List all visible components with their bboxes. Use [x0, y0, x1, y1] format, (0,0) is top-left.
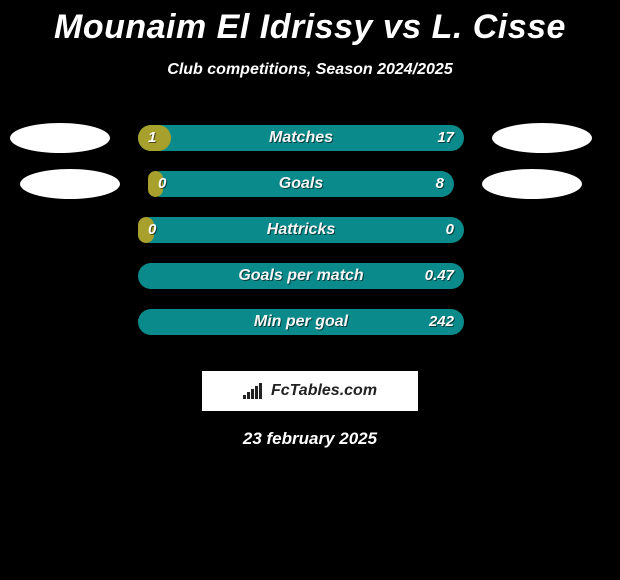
left-value: 0 — [158, 171, 166, 197]
right-avatar-placeholder — [482, 169, 582, 199]
left-avatar-placeholder — [20, 169, 120, 199]
date: 23 february 2025 — [0, 429, 620, 449]
page-title: Mounaim El Idrissy vs L. Cisse — [0, 0, 620, 47]
left-avatar-placeholder — [10, 123, 110, 153]
stat-row: 1 Matches 17 — [0, 115, 620, 161]
left-value: 1 — [148, 125, 156, 151]
stat-label: Min per goal — [254, 309, 348, 335]
bars-icon — [243, 383, 265, 399]
subtitle: Club competitions, Season 2024/2025 — [0, 61, 620, 79]
bar-track: 1 Matches 17 — [138, 125, 464, 151]
stat-row: 0 Goals 8 — [0, 161, 620, 207]
right-value: 242 — [429, 309, 454, 335]
right-value: 0 — [446, 217, 454, 243]
right-value: 17 — [437, 125, 454, 151]
stat-row: 0 Hattricks 0 — [0, 207, 620, 253]
stat-label: Goals — [279, 171, 323, 197]
left-value: 0 — [148, 217, 156, 243]
site-badge: FcTables.com — [202, 371, 418, 411]
bar-track: 0 Hattricks 0 — [138, 217, 464, 243]
right-value: 8 — [436, 171, 444, 197]
stat-label: Goals per match — [238, 263, 363, 289]
bar-track: 0 Goals 8 — [148, 171, 454, 197]
stat-label: Hattricks — [267, 217, 335, 243]
badge-text: FcTables.com — [271, 382, 377, 400]
bar-track: Goals per match 0.47 — [138, 263, 464, 289]
right-avatar-placeholder — [492, 123, 592, 153]
stat-row: Goals per match 0.47 — [0, 253, 620, 299]
stat-row: Min per goal 242 — [0, 299, 620, 345]
stat-label: Matches — [269, 125, 333, 151]
right-value: 0.47 — [425, 263, 454, 289]
comparison-rows: 1Matches170Goals80Hattricks0Goals per ma… — [0, 115, 620, 345]
bar-track: Min per goal 242 — [138, 309, 464, 335]
